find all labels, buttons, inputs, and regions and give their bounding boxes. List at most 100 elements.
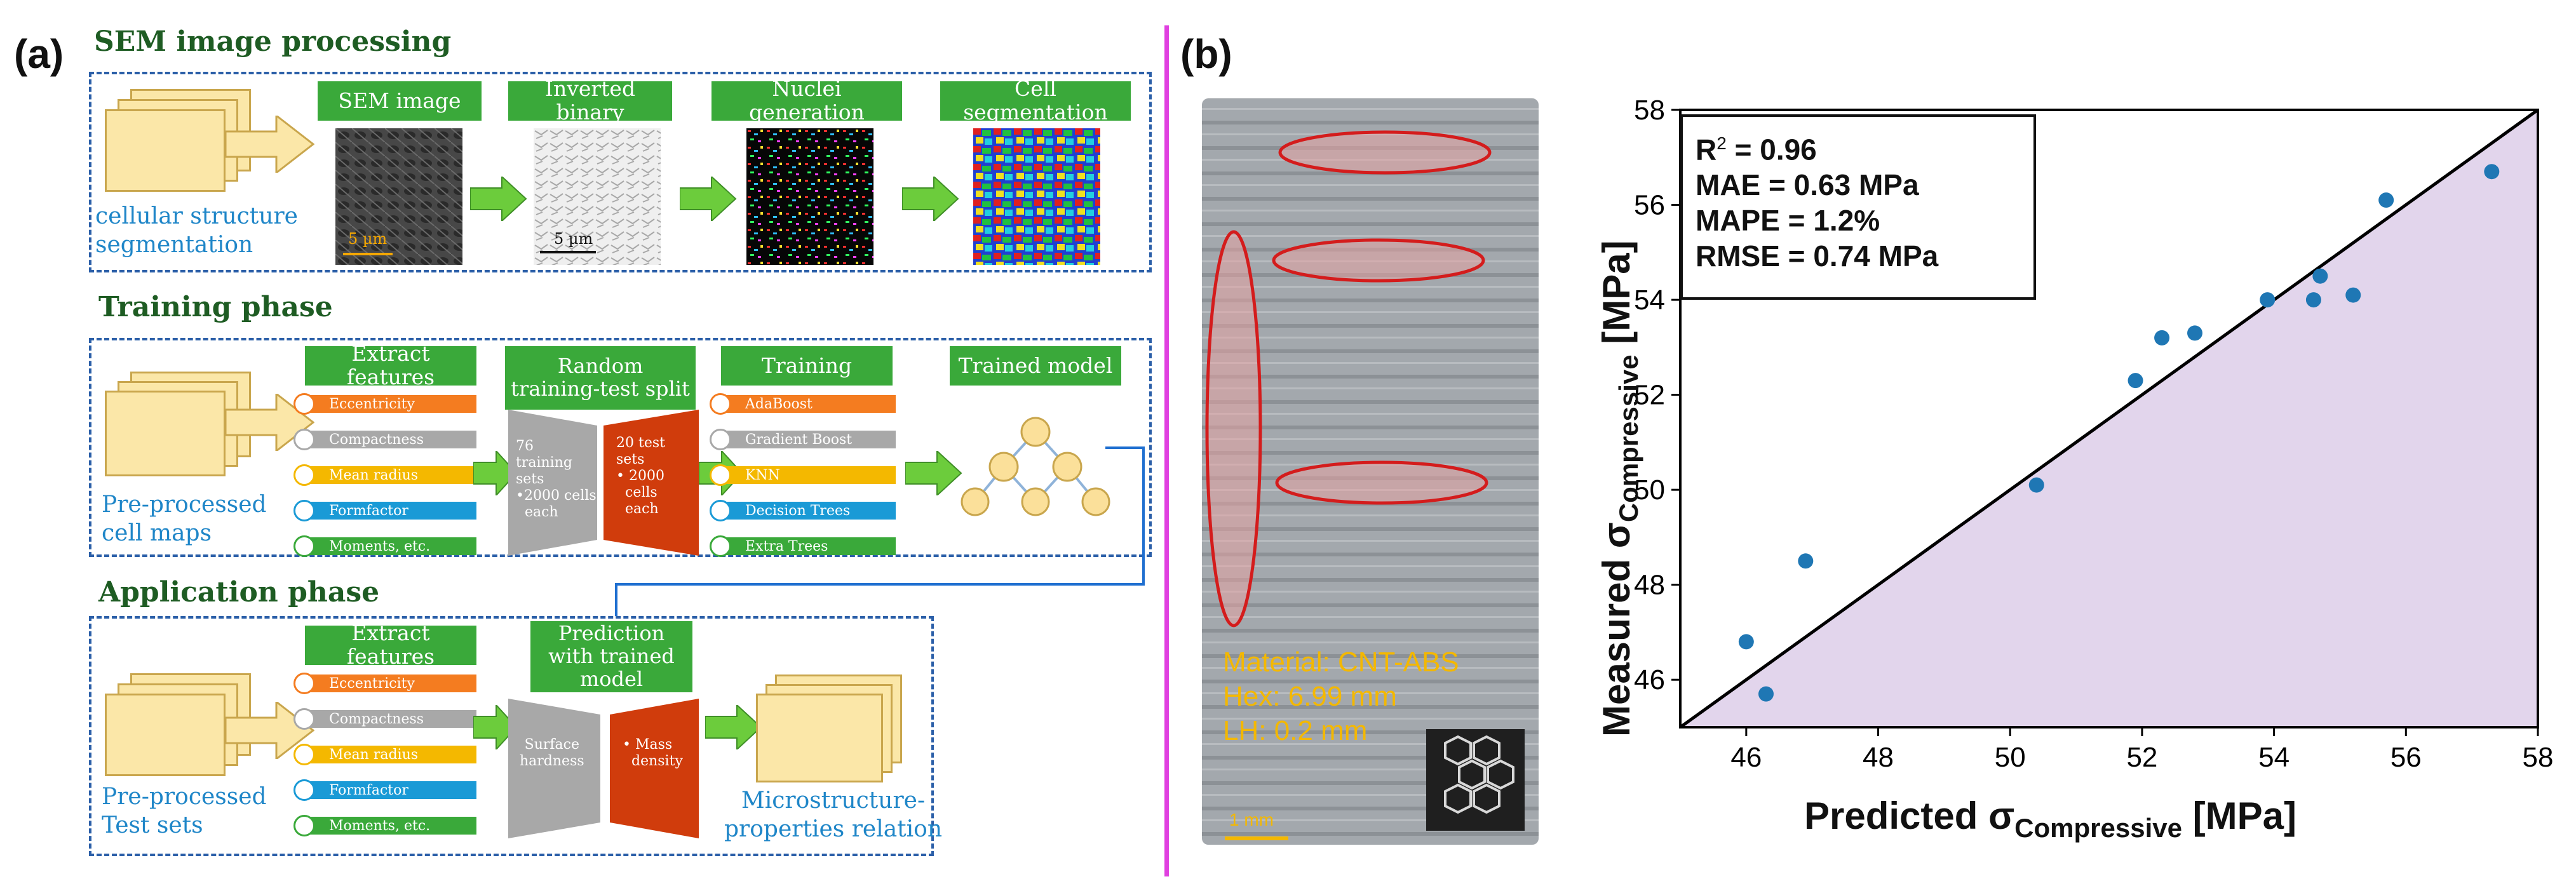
identity-line <box>1679 108 2539 729</box>
model-extra-trees: Extra Trees <box>721 537 896 555</box>
train-test-split-trapezoids <box>508 410 699 556</box>
data-point-9 <box>2305 292 2321 308</box>
data-point-12 <box>2378 192 2394 208</box>
data-point-13 <box>2484 164 2500 180</box>
x-tick-label: 48 <box>1863 742 1894 773</box>
trained-model-network-icon <box>961 417 1110 516</box>
output-label: Microstructure- properties relation <box>724 788 943 842</box>
mass-density-text: • Mass density <box>623 737 683 769</box>
stat-mae: MAE = 0.63 MPa <box>1696 168 1919 202</box>
application-arrow-1 <box>473 705 518 749</box>
specimen-lh-label: LH: 0.2 mm <box>1223 715 1368 746</box>
data-points <box>1738 164 2500 702</box>
feature-formfactor: Formfactor <box>305 502 476 520</box>
specimen-scalebar-label: 1 mm <box>1229 810 1274 829</box>
model-gradient-boost: Gradient Boost <box>721 431 896 448</box>
data-point-2 <box>1758 686 1774 702</box>
x-axis-label: Predicted σCompressive [MPa] <box>1804 795 2296 843</box>
sem-section-box <box>89 72 1152 272</box>
panel-b-tag: (b) <box>1180 31 1232 77</box>
y-axis-ticks: 46 48 50 52 54 56 58 <box>1634 95 1680 695</box>
feature-compactness: Compactness <box>305 431 476 448</box>
model-decision-trees: Decision Trees <box>721 502 896 520</box>
prediction-label: Prediction with trained model <box>530 621 692 692</box>
training-input-label: Pre-processed cell maps <box>102 492 267 546</box>
application-extract-features: Extract features <box>305 621 476 668</box>
training-arrow-3 <box>905 451 962 495</box>
application-section-box <box>89 616 934 856</box>
stat-mape: MAPE = 1.2% <box>1696 204 1880 238</box>
step-inverted-binary: Inverted binary <box>508 77 672 124</box>
stat-r2: R2 = 0.96 <box>1696 133 1817 166</box>
app-feature-formfactor: Formfactor <box>305 781 476 799</box>
application-input-label: Pre-processed Test sets <box>102 784 267 838</box>
test-sets-text: 20 test sets • 2000 cells each <box>616 435 665 517</box>
y-tick-label: 54 <box>1634 285 1665 316</box>
sem-arrow-3 <box>902 177 959 221</box>
surface-hardness-text: Surface hardness <box>520 737 584 769</box>
sem-input-arrow <box>224 113 315 175</box>
feature-moments: Moments, etc. <box>305 537 476 555</box>
step-cell-segmentation: Cell segmentation <box>940 77 1131 124</box>
stats-box: R2 = 0.96 MAE = 0.63 MPa MAPE = 1.2% RMS… <box>1680 114 2036 300</box>
data-point-4 <box>2028 477 2044 493</box>
application-arrow-2 <box>705 705 762 749</box>
cell-segmentation-thumb <box>973 128 1100 265</box>
y-tick-label: 56 <box>1634 190 1665 221</box>
data-point-10 <box>2312 268 2328 284</box>
data-point-3 <box>1798 553 1814 569</box>
inverted-binary-thumb: 5 µm <box>534 128 661 265</box>
training-sets-text: 76 training sets •2000 cells each <box>516 438 597 520</box>
model-knn: KNN <box>721 466 896 484</box>
y-axis-label: Measured σCompressive [MPa] <box>1595 240 1643 737</box>
scatter-chart: 46 48 50 52 54 56 58 46 48 50 52 54 56 58 <box>1634 95 2553 773</box>
sem-input-label: cellular structure segmentation <box>95 203 298 258</box>
nuclei-thumb <box>746 128 873 265</box>
training-section-title: Training phase <box>98 291 333 323</box>
feature-mean-radius: Mean radius <box>305 466 476 484</box>
specimen-hex-label: Hex: 6.99 mm <box>1223 681 1397 712</box>
app-feature-moments: Moments, etc. <box>305 817 476 835</box>
sem-arrow-1 <box>470 177 527 221</box>
trained-to-application-connector <box>615 446 1145 616</box>
data-point-8 <box>2260 292 2276 308</box>
training-label: Training <box>721 346 893 386</box>
training-extract-features: Extract features <box>305 342 476 389</box>
y-tick-label: 52 <box>1634 380 1665 411</box>
data-point-5 <box>2128 373 2143 389</box>
step-nuclei-generation: Nuclei generation <box>711 77 902 124</box>
training-arrow-1 <box>473 451 518 495</box>
application-trapezoids <box>508 699 699 838</box>
data-point-7 <box>2187 325 2202 341</box>
sem-section-title: SEM image processing <box>94 25 452 58</box>
data-point-6 <box>2154 330 2170 346</box>
specimen-photo: Material: CNT-ABS Hex: 6.99 mm LH: 0.2 m… <box>1194 95 1547 848</box>
specimen-material-label: Material: CNT-ABS <box>1223 647 1459 678</box>
app-feature-eccentricity: Eccentricity <box>305 675 476 692</box>
data-point-1 <box>1738 634 1754 650</box>
application-section-title: Application phase <box>98 576 380 608</box>
x-tick-label: 52 <box>2126 742 2157 773</box>
app-feature-compactness: Compactness <box>305 710 476 728</box>
y-tick-label: 46 <box>1634 664 1665 695</box>
trained-model-label: Trained model <box>950 346 1121 386</box>
x-tick-label: 56 <box>2391 742 2422 773</box>
stat-rmse: RMSE = 0.74 MPa <box>1696 239 1939 273</box>
app-feature-mean-radius: Mean radius <box>305 746 476 763</box>
x-tick-label: 50 <box>1995 742 2026 773</box>
sem-arrow-2 <box>680 177 737 221</box>
y-tick-label: 50 <box>1634 474 1665 506</box>
step-sem-image: SEM image <box>318 81 482 121</box>
x-tick-label: 54 <box>2258 742 2289 773</box>
x-axis-ticks: 46 48 50 52 54 56 58 <box>1730 727 2553 773</box>
sem-scalebar: 5 µm <box>348 230 388 248</box>
y-tick-label: 48 <box>1634 570 1665 601</box>
plot-frame <box>1679 109 2539 728</box>
data-point-11 <box>2345 287 2361 303</box>
panel-a-tag: (a) <box>14 31 64 77</box>
binary-scalebar: 5 µm <box>554 230 593 248</box>
training-section-box <box>89 338 1152 557</box>
panel-divider <box>1164 25 1169 876</box>
sem-image-thumb: 5 µm <box>335 128 462 265</box>
x-tick-label: 58 <box>2523 742 2554 773</box>
